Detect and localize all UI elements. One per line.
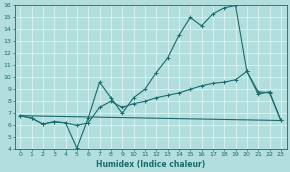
X-axis label: Humidex (Indice chaleur): Humidex (Indice chaleur) [96, 159, 205, 169]
